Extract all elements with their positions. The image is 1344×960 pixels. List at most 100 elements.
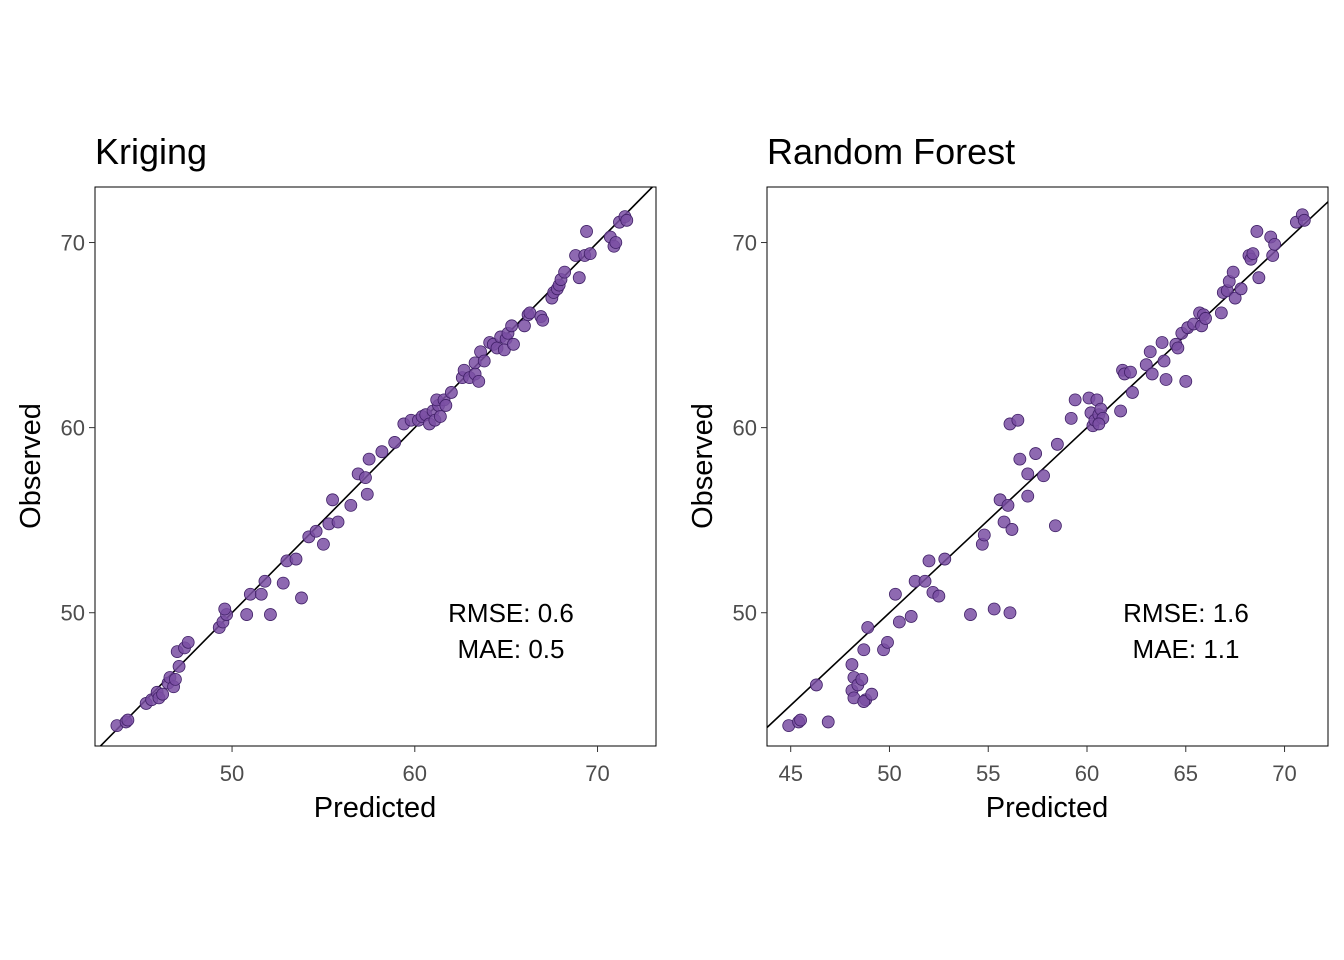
random-forest-data-point — [1037, 469, 1050, 483]
kriging-data-point — [218, 602, 232, 616]
kriging-y-tick-label: 60 — [61, 416, 85, 441]
kriging-data-point — [344, 498, 358, 512]
kriging-data-point — [472, 374, 486, 388]
kriging-data-point — [121, 713, 135, 727]
random-forest-x-tick-label: 45 — [778, 761, 802, 786]
random-forest-data-point — [865, 687, 879, 701]
random-forest-x-tick-label: 70 — [1272, 761, 1296, 786]
kriging-data-point — [317, 537, 330, 551]
kriging-data-point — [583, 247, 597, 261]
random-forest-x-tick-label: 50 — [877, 761, 901, 786]
random-forest-data-point — [938, 552, 952, 566]
random-forest-data-point — [821, 715, 835, 729]
random-forest-data-point — [918, 574, 932, 588]
kriging-data-point — [362, 452, 376, 466]
kriging-data-point — [580, 225, 593, 238]
kriging-y-tick-label: 70 — [61, 231, 85, 256]
random-forest-data-point — [1226, 265, 1240, 279]
random-forest-rmse-label: RMSE: 1.6 — [1123, 598, 1249, 628]
random-forest-data-point — [1021, 489, 1035, 503]
random-forest-data-point — [1049, 519, 1062, 533]
random-forest-data-point — [987, 602, 1001, 616]
random-forest-data-point — [922, 554, 936, 568]
random-forest-data-point — [1124, 365, 1137, 379]
random-forest-y-tick-label: 70 — [733, 231, 757, 256]
kriging-data-point — [620, 213, 634, 227]
random-forest-data-point — [1068, 393, 1082, 407]
kriging-y-tick-label: 50 — [61, 601, 85, 626]
kriging-data-point — [240, 608, 254, 621]
random-forest-panel: Random Forest 45 50 55 60 65 70 50 60 70 Predic… — [687, 131, 1329, 824]
random-forest-y-axis-label: Observed — [687, 403, 719, 529]
random-forest-data-point — [845, 658, 859, 671]
random-forest-data-point — [857, 643, 871, 657]
kriging-data-point — [388, 436, 402, 449]
kriging-data-point — [156, 687, 170, 701]
random-forest-x-tick-label: 55 — [976, 761, 1000, 786]
kriging-panel: Kriging 50 60 70 50 60 70 Predicted Observed… — [15, 131, 657, 824]
random-forest-data-point — [888, 587, 902, 601]
kriging-data-point — [518, 319, 531, 333]
kriging-data-point — [243, 587, 257, 601]
random-forest-data-point — [1159, 373, 1173, 386]
random-forest-reference-line — [767, 200, 1328, 729]
kriging-mae-label: MAE: 0.5 — [458, 634, 565, 664]
kriging-data-point — [444, 386, 458, 399]
kriging-data-point — [375, 445, 389, 459]
random-forest-data-point — [1003, 606, 1017, 620]
random-forest-data-point — [1064, 411, 1078, 425]
random-forest-data-point — [977, 528, 991, 542]
kriging-data-point — [289, 552, 303, 566]
kriging-data-point — [258, 574, 272, 588]
random-forest-data-point — [1171, 341, 1185, 355]
random-forest-data-point — [1139, 358, 1153, 372]
random-forest-title: Random Forest — [767, 131, 1015, 172]
random-forest-data-point — [1266, 249, 1280, 262]
random-forest-data-point — [1011, 413, 1025, 427]
random-forest-data-point — [904, 610, 918, 623]
kriging-data-point — [326, 493, 339, 507]
random-forest-data-point — [881, 635, 894, 649]
random-forest-x-tick-label: 65 — [1174, 761, 1198, 786]
kriging-data-point — [536, 313, 550, 327]
random-forest-mae-label: MAE: 1.1 — [1133, 634, 1240, 664]
kriging-data-point — [360, 487, 374, 501]
random-forest-x-tick-label: 60 — [1075, 761, 1099, 786]
kriging-x-axis-label: Predicted — [314, 792, 437, 824]
random-forest-data-point — [1179, 374, 1193, 388]
kriging-data-point — [558, 265, 572, 279]
kriging-plot-frame — [94, 186, 657, 747]
kriging-data-point — [309, 524, 323, 538]
random-forest-data-point — [794, 713, 807, 727]
random-forest-data-point — [1029, 447, 1043, 460]
kriging-data-point — [433, 410, 447, 423]
random-forest-plot-frame — [766, 186, 1329, 747]
random-forest-data-point — [1050, 437, 1064, 451]
random-forest-data-point — [1092, 417, 1106, 431]
kriging-data-point — [359, 471, 372, 485]
random-forest-data-point — [964, 608, 977, 621]
kriging-data-point — [276, 576, 290, 590]
random-forest-data-point — [855, 672, 869, 686]
kriging-y-axis-label: Observed — [15, 403, 47, 529]
random-forest-data-point — [1001, 498, 1015, 512]
random-forest-data-point — [857, 695, 871, 708]
random-forest-data-point — [1214, 306, 1228, 320]
kriging-data-point — [254, 587, 268, 601]
random-forest-data-point — [1234, 282, 1248, 296]
random-forest-data-point — [997, 515, 1011, 529]
kriging-x-tick-label: 70 — [585, 761, 609, 786]
random-forest-data-point — [1199, 312, 1212, 325]
kriging-x-tick-label: 60 — [403, 761, 427, 786]
kriging-x-tick-label: 50 — [220, 761, 244, 786]
kriging-data-point — [331, 515, 345, 529]
random-forest-y-tick-label: 60 — [733, 416, 757, 441]
kriging-data-point — [523, 306, 537, 320]
random-forest-data-point — [1021, 467, 1035, 481]
kriging-data-point — [439, 399, 453, 412]
kriging-data-point — [505, 319, 519, 333]
random-forest-data-point — [892, 615, 906, 629]
kriging-rmse-label: RMSE: 0.6 — [448, 598, 574, 628]
kriging-data-point — [609, 236, 623, 249]
